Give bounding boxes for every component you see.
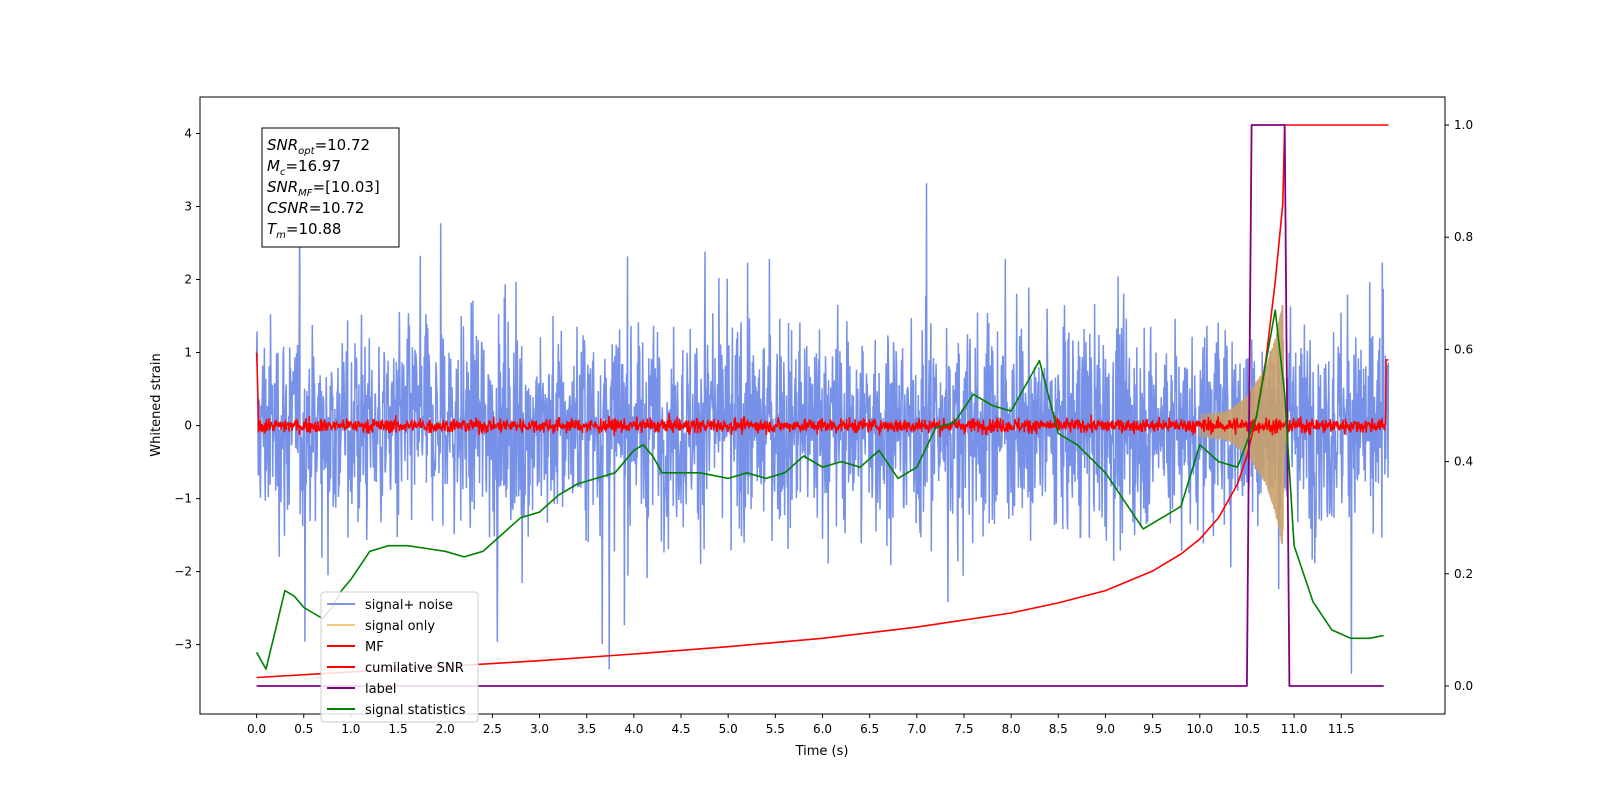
- series-label-line: [256, 124, 1384, 687]
- y-tick-label: 4: [184, 127, 192, 141]
- series-signal-noise-line: [255, 183, 1390, 674]
- x-tick-label: 11.5: [1328, 722, 1355, 736]
- x-tick-label: 2.5: [483, 722, 502, 736]
- x-tick-label: 3.5: [577, 722, 596, 736]
- y2-tick-label: 0.8: [1454, 230, 1473, 244]
- x-tick-label: 10.5: [1234, 722, 1261, 736]
- x-tick-label: 2.0: [436, 722, 455, 736]
- x-tick-label: 9.0: [1096, 722, 1115, 736]
- series-signal-statistics-line: [255, 309, 1384, 670]
- x-tick-label: 4.5: [671, 722, 690, 736]
- x-tick-label: 6.5: [860, 722, 879, 736]
- x-tick-label: 5.5: [766, 722, 785, 736]
- annotation-line: SNRopt=10.72: [267, 136, 370, 157]
- legend-label: signal only: [365, 619, 435, 634]
- y-tick-label: −3: [174, 638, 192, 652]
- y-axis-label: Whitened strain: [149, 353, 164, 456]
- legend-label: label: [365, 682, 396, 697]
- y-tick-label: 1: [184, 346, 192, 360]
- x-tick-label: 4.0: [624, 722, 643, 736]
- y2-tick-label: 0.2: [1454, 567, 1473, 581]
- legend-label: signal+ noise: [365, 598, 453, 613]
- x-tick-label: 1.5: [389, 722, 408, 736]
- x-tick-label: 5.0: [719, 722, 738, 736]
- legend-frame: [320, 591, 479, 723]
- x-tick-label: 8.0: [1002, 722, 1021, 736]
- y2-tick-label: 0.6: [1454, 342, 1473, 356]
- annotation-box: SNRopt=10.72Mc=16.97SNRMF=[10.03]CSNR=10…: [261, 127, 400, 248]
- y2-tick-label: 0.4: [1454, 455, 1473, 469]
- x-tick-label: 1.0: [341, 722, 360, 736]
- series-cumulative-snr-line: [256, 124, 1389, 679]
- series-mf-line: [255, 352, 1389, 437]
- y-tick-label: 2: [184, 273, 192, 287]
- legend-label: signal statistics: [365, 703, 466, 718]
- legend: signal+ noise signal only MF cumilative SNR…: [320, 591, 479, 723]
- annotation-line: SNRMF=[10.03]: [267, 178, 380, 199]
- x-tick-label: 0.5: [294, 722, 313, 736]
- x-tick-label: 9.5: [1143, 722, 1162, 736]
- x-tick-label: 11.0: [1281, 722, 1308, 736]
- x-tick-label: 10.0: [1186, 722, 1213, 736]
- annotation-line: Tm=10.88: [267, 220, 341, 241]
- y-tick-label: −1: [174, 492, 192, 506]
- y-tick-label: 3: [184, 200, 192, 214]
- x-tick-label: 6.0: [813, 722, 832, 736]
- annotation-line: Mc=16.97: [267, 157, 341, 178]
- legend-label: cumilative SNR: [365, 661, 464, 676]
- x-tick-label: 7.5: [954, 722, 973, 736]
- x-axis-label: Time (s): [795, 744, 849, 759]
- annotation-line: CSNR=10.72: [267, 199, 364, 217]
- legend-label: MF: [365, 640, 384, 655]
- y2-tick-label: 1.0: [1454, 118, 1473, 132]
- plot-area: [255, 124, 1390, 687]
- y-tick-label: −2: [174, 565, 192, 579]
- y-tick-label: 0: [184, 419, 192, 433]
- annotation-frame: [261, 127, 400, 248]
- x-tick-label: 0.0: [247, 722, 266, 736]
- x-tick-label: 7.0: [907, 722, 926, 736]
- x-tick-label: 3.0: [530, 722, 549, 736]
- x-tick-label: 8.5: [1049, 722, 1068, 736]
- axes: 0.0 0.5 1.0 1.5 2.0 2.5 3.0 3.5 4.0 4.5 5.0 5.5 6.0 6…: [174, 118, 1473, 736]
- series-signal-only-line: [1190, 304, 1295, 545]
- y2-tick-label: 0.0: [1454, 679, 1473, 693]
